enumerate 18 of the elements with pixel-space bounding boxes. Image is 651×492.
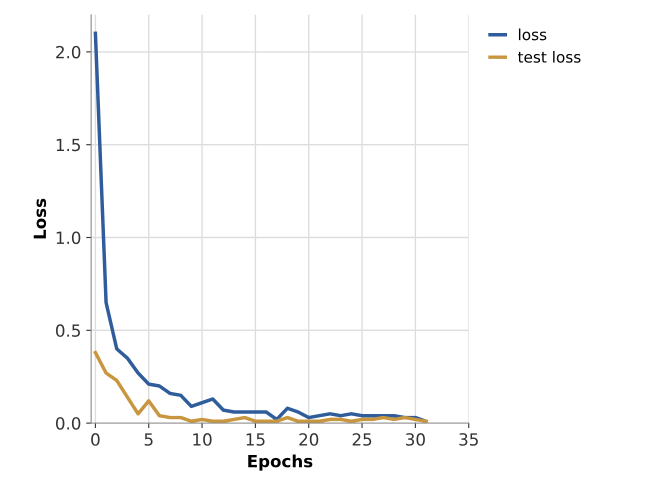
y-axis-title: Loss <box>34 198 46 238</box>
y-tick-label: 1.0 <box>56 231 80 244</box>
line-series <box>94 350 428 423</box>
y-tick-label: 0.5 <box>56 324 80 337</box>
legend-label: loss <box>518 28 546 40</box>
x-tick-label: 10 <box>193 433 212 446</box>
x-tick-label: 30 <box>406 433 425 446</box>
x-tick-label: 20 <box>299 433 318 446</box>
x-tick-label: 15 <box>246 433 265 446</box>
x-tick-label: 0 <box>91 433 100 446</box>
x-axis-title: Epochs <box>248 454 312 471</box>
x-tick-label: 5 <box>144 433 153 446</box>
y-tick-label: 0.0 <box>56 417 80 430</box>
y-tick-label: 2.0 <box>56 46 80 58</box>
x-tick-label: 25 <box>352 433 372 446</box>
y-tick-label: 1.5 <box>56 138 80 152</box>
legend-label: test loss <box>518 50 580 63</box>
x-tick-label: 35 <box>459 433 478 446</box>
